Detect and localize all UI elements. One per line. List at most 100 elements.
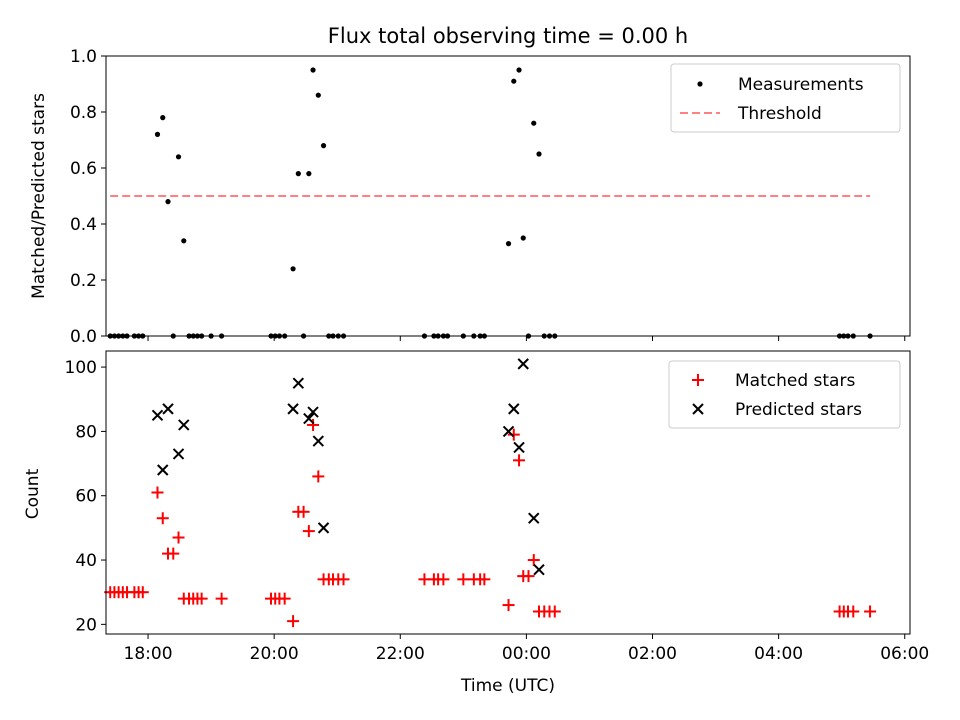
bottom-y-tick-label: 100 (65, 358, 97, 378)
top-y-tick-label: 0.4 (70, 215, 97, 235)
bottom-y-tick-label: 80 (75, 422, 97, 442)
matched-star-point (167, 547, 180, 560)
predicted-star-point (151, 409, 164, 422)
legend-label-predicted: Predicted stars (735, 400, 862, 420)
matched-star-point (457, 573, 470, 586)
legend-marker-matched (692, 374, 704, 386)
matched-star-point (287, 615, 300, 628)
predicted-star-point (307, 406, 319, 418)
measurement-point (320, 143, 327, 149)
measurement-point (516, 67, 522, 73)
matched-star-point (156, 512, 169, 525)
measurement-point (511, 78, 517, 84)
legend-label-measurements: Measurements (738, 75, 864, 95)
predicted-star-point (517, 358, 529, 370)
top-legend-box (670, 63, 901, 133)
legend-marker-measurements (697, 81, 703, 87)
top-axes-frame (105, 55, 911, 337)
matched-star-point (437, 573, 450, 586)
x-axis-label: Time (UTC) (460, 676, 555, 696)
measurement-point (160, 115, 166, 121)
measurement-point (531, 120, 537, 126)
measurement-point (505, 241, 512, 247)
top-y-ticks: 0.0 0.2 0.4 0.6 0.8 1.0 (70, 47, 106, 347)
measurement-point (520, 235, 526, 241)
matched-star-point (302, 525, 315, 538)
matched-star-point (507, 428, 520, 441)
bottom-y-ticks: 20 40 60 80 100 (65, 358, 106, 635)
bottom-plot-area (104, 358, 877, 628)
measurement-point (154, 131, 161, 137)
predicted-star-point (502, 425, 515, 438)
top-y-tick-label: 0.0 (70, 327, 97, 347)
matched-star-point (522, 570, 535, 583)
matched-star-point (513, 454, 526, 467)
predicted-star-point (317, 522, 330, 534)
matched-star-point (847, 605, 860, 618)
predicted-star-point (513, 441, 525, 454)
matched-star-point (195, 592, 208, 605)
measurement-point (181, 238, 187, 244)
bottom-panel: 20 40 60 80 100 18:00 20:00 22:00 00:00 02:00 04:… (23, 350, 929, 696)
measurement-point (536, 151, 542, 157)
measurement-point (165, 199, 171, 205)
measurement-point (310, 67, 316, 73)
predicted-star-point (157, 464, 169, 476)
matched-star-point (297, 505, 310, 518)
legend-label-matched: Matched stars (735, 371, 855, 391)
measurement-point (306, 171, 312, 177)
measurement-point (315, 92, 321, 98)
matched-star-point (312, 470, 325, 483)
predicted-star-point (178, 419, 190, 431)
top-legend: Measurements Threshold (670, 63, 901, 133)
bottom-axes-frame (105, 350, 911, 635)
predicted-star-point (287, 403, 299, 415)
predicted-star-point (533, 563, 545, 576)
matched-star-point (215, 592, 228, 605)
bottom-legend-box (668, 360, 901, 429)
matched-star-point (136, 586, 149, 599)
predicted-star-point (162, 403, 174, 415)
top-panel: Flux total observing time = 0.00 h 0.00.… (29, 24, 911, 347)
legend-label-threshold: Threshold (737, 104, 822, 124)
measurement-point (290, 266, 296, 272)
bottom-x-tick-label: 20:00 (250, 644, 299, 664)
bottom-x-tick-label: 22:00 (376, 644, 425, 664)
bottom-x-tick-label: 06:00 (880, 644, 929, 664)
top-y-tick-label: 1.0 (70, 47, 97, 67)
predicted-star-point (312, 435, 325, 447)
bottom-x-tick-label: 18:00 (124, 644, 173, 664)
measurement-point (175, 154, 182, 160)
matched-star-point (307, 418, 320, 431)
bottom-y-tick-label: 40 (75, 551, 97, 571)
predicted-star-point (303, 412, 315, 425)
matched-star-point (548, 605, 561, 618)
matched-star-point (478, 573, 491, 586)
measurement-point (295, 171, 301, 177)
predicted-star-point (172, 448, 185, 460)
matched-star-point (172, 531, 185, 544)
predicted-star-point (508, 403, 520, 415)
top-chart-title: Flux total observing time = 0.00 h (328, 24, 688, 48)
bottom-x-tick-label: 00:00 (502, 644, 551, 664)
legend-marker-predicted (692, 403, 704, 415)
bottom-y-tick-label: 20 (75, 615, 97, 635)
top-x-ticks (147, 336, 906, 341)
matched-star-point (502, 599, 515, 612)
bottom-legend: Matched stars Predicted stars (668, 360, 901, 429)
top-y-tick-label: 0.6 (70, 159, 97, 179)
bottom-x-tick-label: 04:00 (754, 644, 803, 664)
matched-star-point (278, 592, 291, 605)
matched-star-point (864, 605, 877, 618)
bottom-x-tick-label: 02:00 (628, 644, 677, 664)
matched-star-point (151, 486, 164, 499)
bottom-y-axis-label: Count (23, 468, 43, 519)
matched-star-point (337, 573, 350, 586)
top-y-axis-label: Matched/Predicted stars (29, 93, 49, 299)
predicted-star-point (292, 377, 305, 389)
bottom-x-ticks: 18:00 20:00 22:00 00:00 02:00 04:00 06:00 (124, 634, 929, 664)
bottom-y-tick-label: 60 (75, 487, 97, 507)
top-y-tick-label: 0.2 (70, 271, 97, 291)
top-y-tick-label: 0.8 (70, 103, 97, 123)
